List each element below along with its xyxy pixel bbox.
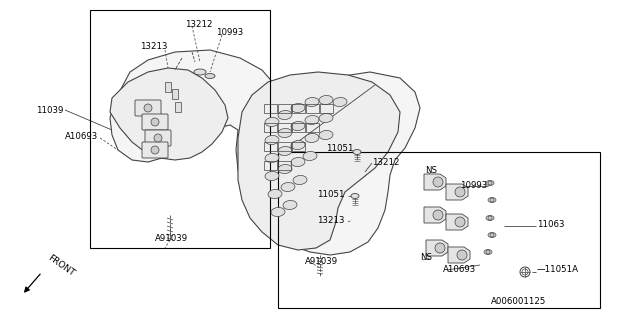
Ellipse shape: [291, 122, 305, 131]
Text: NS: NS: [425, 165, 437, 174]
Ellipse shape: [291, 157, 305, 166]
Ellipse shape: [265, 172, 279, 180]
Ellipse shape: [278, 147, 292, 156]
Bar: [278, 152, 600, 308]
Ellipse shape: [268, 189, 282, 198]
Ellipse shape: [291, 140, 305, 149]
FancyBboxPatch shape: [145, 130, 171, 146]
FancyBboxPatch shape: [142, 142, 168, 158]
Circle shape: [457, 250, 467, 260]
Polygon shape: [110, 50, 420, 255]
Ellipse shape: [281, 182, 295, 192]
Ellipse shape: [194, 69, 206, 75]
Text: A91039: A91039: [305, 258, 338, 267]
Circle shape: [455, 217, 465, 227]
Ellipse shape: [305, 98, 319, 107]
Text: 11039: 11039: [36, 106, 63, 115]
Text: 11051: 11051: [317, 189, 345, 198]
Ellipse shape: [291, 103, 305, 113]
Ellipse shape: [319, 95, 333, 105]
Ellipse shape: [305, 133, 319, 142]
Ellipse shape: [293, 175, 307, 185]
Circle shape: [154, 134, 162, 142]
Circle shape: [490, 233, 494, 237]
Ellipse shape: [351, 194, 359, 198]
Circle shape: [455, 187, 465, 197]
Bar: [172, 89, 178, 99]
Ellipse shape: [278, 128, 292, 138]
Ellipse shape: [303, 151, 317, 161]
Bar: [165, 82, 171, 92]
Ellipse shape: [278, 110, 292, 120]
Ellipse shape: [278, 164, 292, 173]
Ellipse shape: [271, 207, 285, 217]
Polygon shape: [448, 247, 470, 263]
Ellipse shape: [486, 215, 494, 220]
Ellipse shape: [319, 114, 333, 123]
Ellipse shape: [488, 233, 496, 237]
Circle shape: [488, 181, 492, 185]
Ellipse shape: [283, 200, 297, 210]
Ellipse shape: [205, 74, 215, 78]
Text: A10693: A10693: [65, 132, 98, 140]
Ellipse shape: [265, 117, 279, 126]
Ellipse shape: [319, 131, 333, 140]
Ellipse shape: [353, 149, 361, 155]
Text: 13213: 13213: [317, 215, 345, 225]
Ellipse shape: [265, 154, 279, 163]
Text: 13212: 13212: [372, 157, 399, 166]
Ellipse shape: [305, 116, 319, 124]
Ellipse shape: [484, 250, 492, 254]
FancyBboxPatch shape: [142, 114, 168, 130]
Polygon shape: [110, 68, 228, 160]
Circle shape: [433, 210, 443, 220]
Text: A91039: A91039: [155, 234, 188, 243]
Polygon shape: [446, 214, 468, 230]
Ellipse shape: [333, 98, 347, 107]
Circle shape: [144, 104, 152, 112]
Text: —11051A: —11051A: [537, 266, 579, 275]
Polygon shape: [424, 207, 446, 223]
FancyBboxPatch shape: [135, 100, 161, 116]
Circle shape: [151, 118, 159, 126]
Circle shape: [486, 250, 490, 254]
Polygon shape: [426, 240, 448, 256]
Polygon shape: [238, 72, 400, 250]
Bar: [90, 10, 270, 248]
Text: 10993: 10993: [216, 28, 243, 36]
Circle shape: [490, 198, 494, 202]
Text: 10993: 10993: [460, 180, 487, 189]
Text: A006001125: A006001125: [491, 298, 546, 307]
Polygon shape: [424, 174, 446, 190]
Circle shape: [488, 216, 492, 220]
Circle shape: [151, 146, 159, 154]
Text: 13213: 13213: [140, 42, 168, 51]
Text: NS: NS: [420, 253, 432, 262]
Ellipse shape: [488, 197, 496, 203]
Text: 13212: 13212: [185, 20, 212, 28]
Ellipse shape: [265, 135, 279, 145]
Text: A10693: A10693: [443, 266, 476, 275]
Polygon shape: [446, 184, 468, 200]
Text: FRONT: FRONT: [46, 253, 76, 278]
Circle shape: [433, 177, 443, 187]
Bar: [175, 102, 181, 112]
Text: 11051: 11051: [326, 143, 354, 153]
Ellipse shape: [486, 180, 494, 186]
Circle shape: [435, 243, 445, 253]
Text: 11063: 11063: [537, 220, 564, 228]
